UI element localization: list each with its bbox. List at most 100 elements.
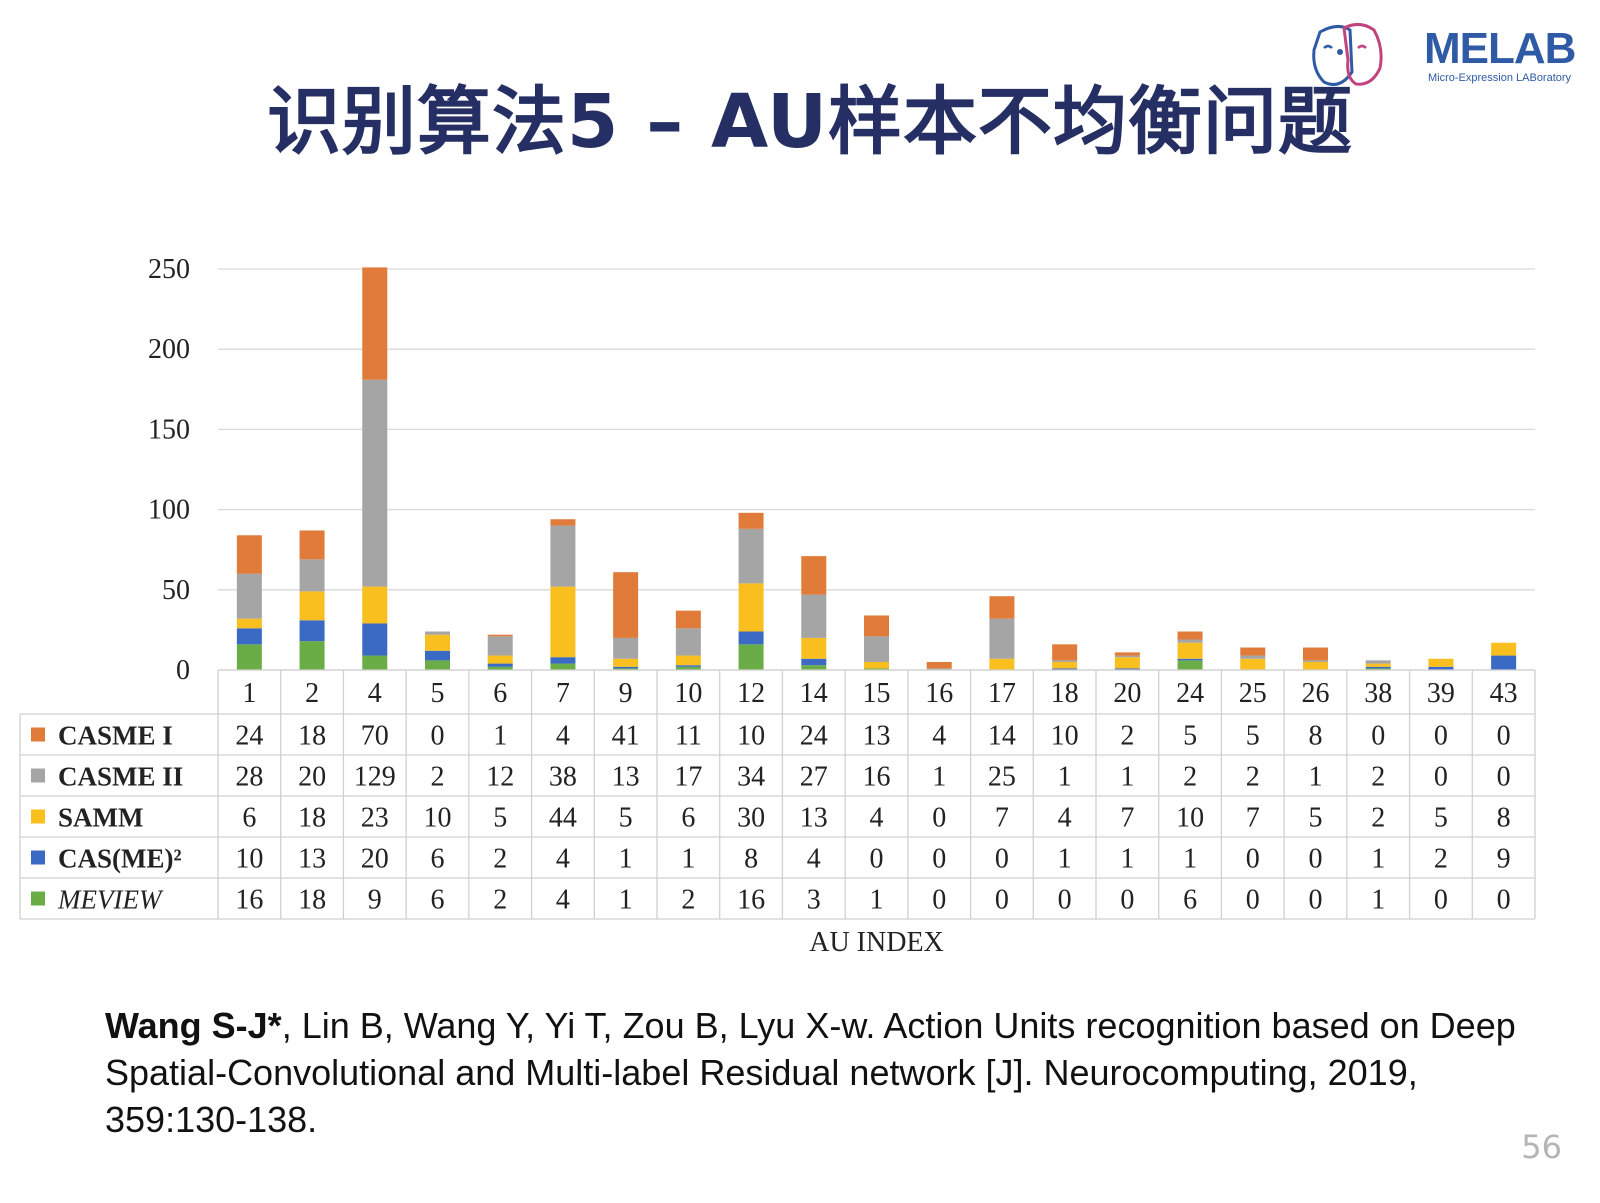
x-category-label: 24 [1176,678,1204,709]
bar-segment [801,665,827,670]
table-cell-value: 1 [932,762,946,793]
x-category-label: 12 [737,678,765,709]
table-cell-value: 1 [681,844,695,875]
table-cell-value: 6 [431,885,445,916]
bar-segment [299,559,325,592]
bar-segment [1428,658,1454,667]
table-cell-value: 1 [1371,885,1385,916]
table-cell-value: 0 [1434,762,1448,793]
bar-segment [1365,660,1391,664]
bar-segment [425,660,450,670]
bar-segment [550,519,576,526]
table-row-label: CAS(ME)² [58,844,182,874]
table-cell-value: 0 [1120,885,1134,916]
table-cell-value: 0 [932,803,946,834]
x-category-label: 17 [988,678,1016,709]
bar-segment [1365,666,1391,669]
table-cell-value: 41 [612,721,640,752]
bar-segment [675,610,701,629]
x-category-label: 1 [242,678,256,709]
table-cell-value: 9 [368,885,382,916]
table-cell-value: 16 [737,885,765,916]
table-cell-value: 38 [549,762,577,793]
bar-segment [1491,642,1517,656]
x-category-label: 9 [619,678,633,709]
x-category-label: 39 [1427,678,1455,709]
bar-segment [550,586,576,658]
bar-segment [299,641,325,670]
bar-segment [926,668,952,670]
bar-segment [989,658,1015,670]
table-cell-value: 2 [1246,762,1260,793]
bar-segment [425,650,450,661]
bar-segment [487,663,513,667]
citation-authors-bold: Wang S-J* [105,1005,282,1046]
table-cell-value: 8 [1309,721,1323,752]
x-category-label: 38 [1364,678,1392,709]
x-axis-label: AU INDEX [809,927,944,958]
x-category-label: 4 [368,678,382,709]
bar-segment [613,572,639,638]
table-cell-value: 4 [556,721,570,752]
table-cell-value: 18 [298,803,326,834]
table-cell-value: 8 [744,844,758,875]
bar-segment [738,528,764,584]
citation: Wang S-J*, Lin B, Wang Y, Yi T, Zou B, L… [105,1002,1535,1143]
table-cell-value: 0 [1434,721,1448,752]
logo-subtitle: Micro-Expression LABoratory [1428,72,1572,84]
bar-segment [1240,647,1266,656]
table-cell-value: 0 [1246,885,1260,916]
legend-swatch [31,768,45,783]
bar-segment [236,535,262,574]
table-cell-value: 0 [1497,885,1511,916]
table-cell-value: 0 [1309,885,1323,916]
table-cell-value: 18 [298,721,326,752]
y-tick-label: 150 [148,414,190,445]
table-cell-value: 20 [361,844,389,875]
table-cell-value: 2 [1371,803,1385,834]
bar-segment [1491,655,1517,670]
x-category-label: 10 [674,678,702,709]
bar-segment [1052,644,1078,661]
bar-segment [738,583,764,632]
table-cell-value: 1 [619,885,633,916]
x-category-label: 7 [556,678,570,709]
table-cell-value: 24 [800,721,828,752]
table-cell-value: 0 [1497,721,1511,752]
table-cell-value: 14 [988,721,1016,752]
y-tick-label: 0 [176,655,190,686]
table-cell-value: 28 [235,762,263,793]
table-cell-value: 0 [995,844,1009,875]
table-cell-value: 0 [1309,844,1323,875]
bar-segment [1114,668,1140,670]
table-cell-value: 0 [932,844,946,875]
table-cell-value: 13 [863,721,891,752]
bar-segment [738,644,764,670]
legend-swatch [31,891,45,906]
table-cell-value: 0 [870,844,884,875]
bar-segment [926,661,952,669]
bar-segment [550,657,576,664]
table-cell-value: 1 [870,885,884,916]
table-cell-value: 4 [807,844,821,875]
y-tick-label: 100 [148,495,190,526]
table-row-label: MEVIEW [57,885,164,915]
table-cell-value: 2 [681,885,695,916]
table-cell-value: 2 [1183,762,1197,793]
table-cell-value: 4 [556,885,570,916]
melab-logo: MELAB Micro-Expression LABoratory [1312,20,1590,92]
bar-segment [550,663,576,670]
x-category-label: 25 [1239,678,1267,709]
x-category-label: 5 [431,678,445,709]
bar-segment [864,661,889,669]
table-cell-value: 1 [1371,844,1385,875]
table-cell-value: 30 [737,803,765,834]
bar-segment [1052,660,1078,662]
bar-segment [989,596,1015,619]
table-cell-value: 11 [675,721,702,752]
table-cell-value: 5 [1183,721,1197,752]
table-cell-value: 13 [800,803,828,834]
bar-segment [675,655,701,666]
table-cell-value: 0 [1246,844,1260,875]
bar-segment [425,634,450,651]
